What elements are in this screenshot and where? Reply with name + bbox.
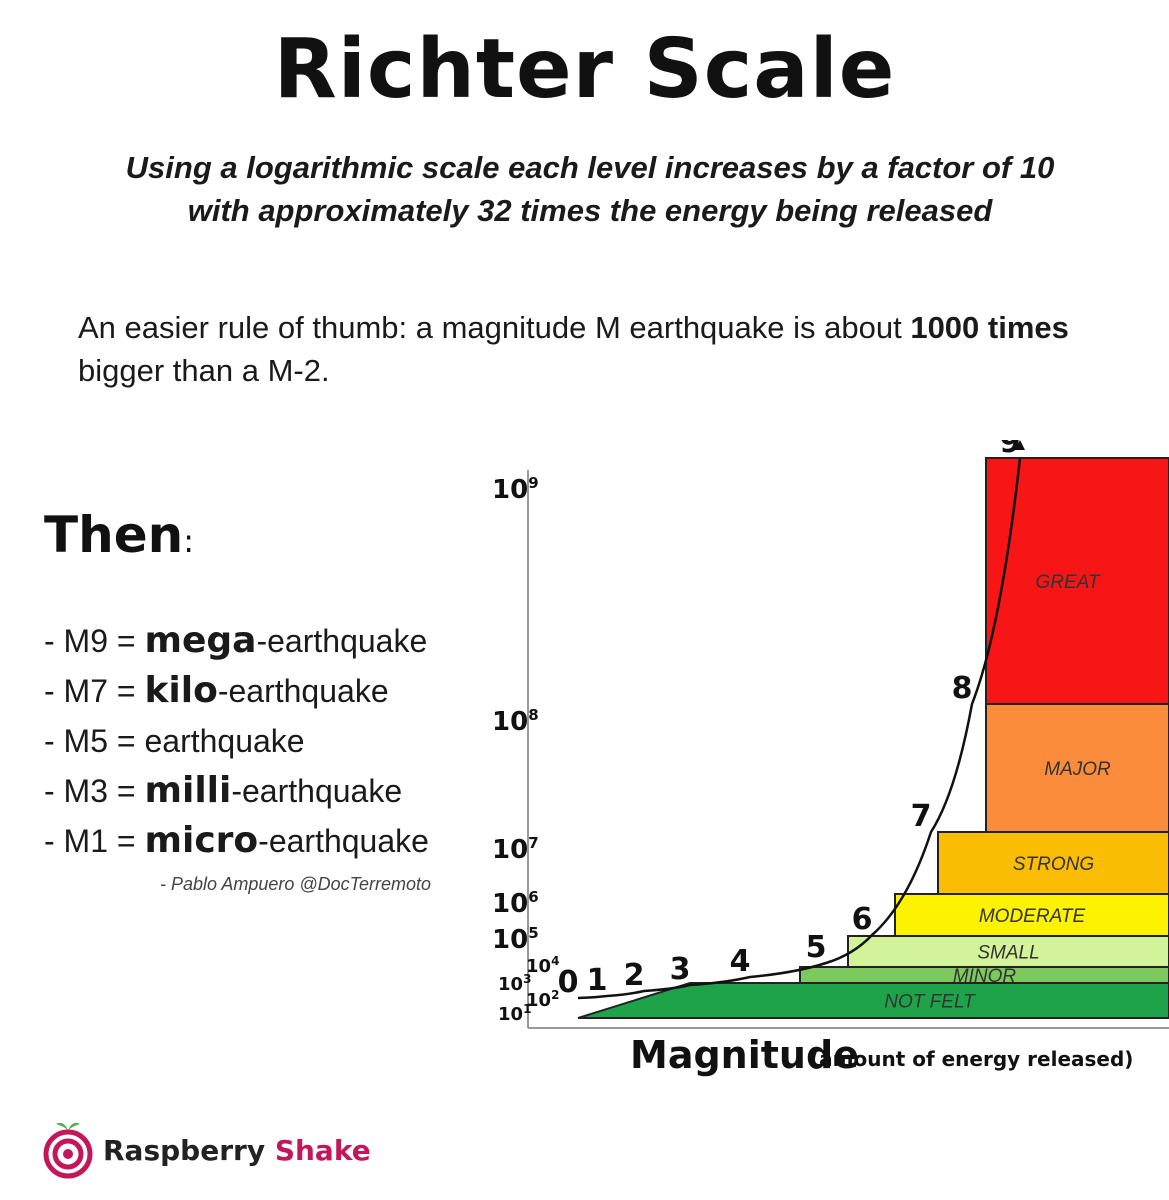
magnitude-tick-7: 7	[911, 799, 932, 834]
brand-name-part2: Shake	[274, 1134, 371, 1167]
brand-name: Raspberry Shake	[103, 1134, 371, 1167]
magnitude-suffix: -earthquake	[256, 623, 428, 659]
energy-tick-base: 10	[498, 1004, 523, 1025]
energy-tick-base: 10	[526, 990, 551, 1011]
then-heading-text: Then	[44, 506, 184, 564]
then-heading: Then:	[44, 506, 194, 564]
magnitude-tick-3: 3	[670, 952, 691, 987]
band-label-major: MAJOR	[1044, 759, 1111, 780]
magnitude-prefix-word: kilo	[144, 670, 218, 711]
energy-tick-10e1: 101	[498, 1002, 531, 1025]
band-major	[985, 703, 1169, 833]
magnitude-tick-5: 5	[806, 930, 827, 965]
magnitude-prefix-word: micro	[144, 820, 259, 861]
magnitude-list: - M9 = mega-earthquake - M7 = kilo-earth…	[44, 616, 429, 866]
magnitude-item-m9: - M9 = mega-earthquake	[44, 616, 429, 666]
magnitude-tick-4: 4	[730, 944, 751, 979]
energy-curve	[577, 457, 1022, 1000]
curve-arrowhead	[1015, 440, 1025, 450]
page-title: Richter Scale	[273, 22, 896, 117]
magnitude-item-m1: - M1 = micro-earthquake	[44, 816, 429, 866]
energy-tick-base: 10	[492, 475, 528, 505]
rule-of-thumb: An easier rule of thumb: a magnitude M e…	[78, 306, 1158, 392]
energy-tick-exponent: 1	[523, 1002, 531, 1016]
magnitude-prefix-word: mega	[144, 620, 257, 661]
magnitude-suffix: -earthquake	[231, 773, 403, 809]
energy-tick-base: 10	[526, 956, 551, 977]
energy-tick-exponent: 3	[523, 972, 531, 986]
magnitude-prefix: - M9 =	[44, 623, 145, 659]
magnitude-prefix-word: milli	[144, 770, 232, 811]
subtitle-line-1: Using a logarithmic scale each level inc…	[125, 150, 1055, 185]
credit: - Pablo Ampuero @DocTerremoto	[160, 874, 432, 894]
raspberry-shake-logo-icon	[43, 1122, 93, 1179]
magnitude-prefix: - M1 =	[44, 823, 145, 859]
magnitude-tick-9: 9	[1000, 440, 1021, 460]
band-label-not-felt: NOT FELT	[884, 992, 976, 1013]
subtitle: Using a logarithmic scale each level inc…	[60, 146, 1120, 232]
magnitude-item-m7: - M7 = kilo-earthquake	[44, 666, 429, 716]
magnitude-tick-0: 0	[558, 965, 579, 1000]
magnitude-tick-6: 6	[852, 902, 873, 937]
magnitude-prefix: - M3 =	[44, 773, 145, 809]
energy-tick-10e3: 103	[498, 972, 531, 995]
energy-tick-base: 10	[492, 707, 528, 737]
then-colon: :	[183, 522, 194, 560]
band-label-great: GREAT	[1035, 572, 1100, 593]
magnitude-prefix: - M5 =	[44, 723, 145, 759]
band-label-moderate: MODERATE	[979, 906, 1086, 927]
rule-text-bold: 1000 times	[910, 310, 1069, 345]
magnitude-item-m3: - M3 = milli-earthquake	[44, 766, 429, 816]
band-not-felt	[577, 982, 1169, 1019]
magnitude-tick-2: 2	[624, 958, 645, 993]
subtitle-line-2: with approximately 32 times the energy b…	[187, 193, 993, 228]
energy-tick-exponent: 6	[528, 888, 538, 906]
magnitude-tick-1: 1	[587, 963, 608, 998]
magnitude-suffix: -earthquake	[217, 673, 389, 709]
energy-tick-exponent: 5	[528, 924, 538, 942]
energy-tick-10e5: 105	[492, 924, 539, 955]
magnitude-item-m5: - M5 = earthquake	[44, 716, 429, 766]
energy-tick-10e7: 107	[492, 834, 539, 865]
band-great	[985, 457, 1169, 705]
energy-tick-exponent: 4	[551, 954, 559, 968]
magnitude-tick-8: 8	[952, 671, 973, 706]
energy-tick-base: 10	[492, 889, 528, 919]
band-label-strong: STRONG	[1013, 854, 1094, 875]
energy-tick-10e8: 108	[492, 706, 539, 737]
energy-tick-base: 10	[492, 925, 528, 955]
x-axis-label: Magnitude	[630, 1033, 859, 1077]
energy-tick-10e9: 109	[492, 474, 539, 505]
x-axis-label-note: (amount of energy released)	[810, 1047, 1133, 1071]
energy-tick-exponent: 9	[528, 474, 538, 492]
energy-tick-exponent: 8	[528, 706, 538, 724]
rule-text-before: An easier rule of thumb: a magnitude M e…	[78, 310, 911, 345]
magnitude-suffix: earthquake	[144, 723, 305, 759]
magnitude-suffix: -earthquake	[258, 823, 429, 859]
energy-tick-10e6: 106	[492, 888, 539, 919]
band-small	[847, 935, 1169, 968]
band-strong	[937, 831, 1169, 895]
rule-text-after: bigger than a M-2.	[78, 353, 330, 388]
brand-name-part1: Raspberry	[103, 1134, 266, 1167]
energy-tick-10e2: 102	[526, 988, 559, 1011]
energy-tick-10e4: 104	[526, 954, 559, 977]
energy-tick-base: 10	[498, 974, 523, 995]
energy-tick-base: 10	[492, 835, 528, 865]
band-label-minor: MINOR	[953, 966, 1017, 987]
magnitude-prefix: - M7 =	[44, 673, 145, 709]
energy-tick-exponent: 2	[551, 988, 559, 1002]
band-minor	[799, 966, 1169, 984]
band-label-small: SMALL	[977, 943, 1039, 964]
energy-tick-exponent: 7	[528, 834, 538, 852]
